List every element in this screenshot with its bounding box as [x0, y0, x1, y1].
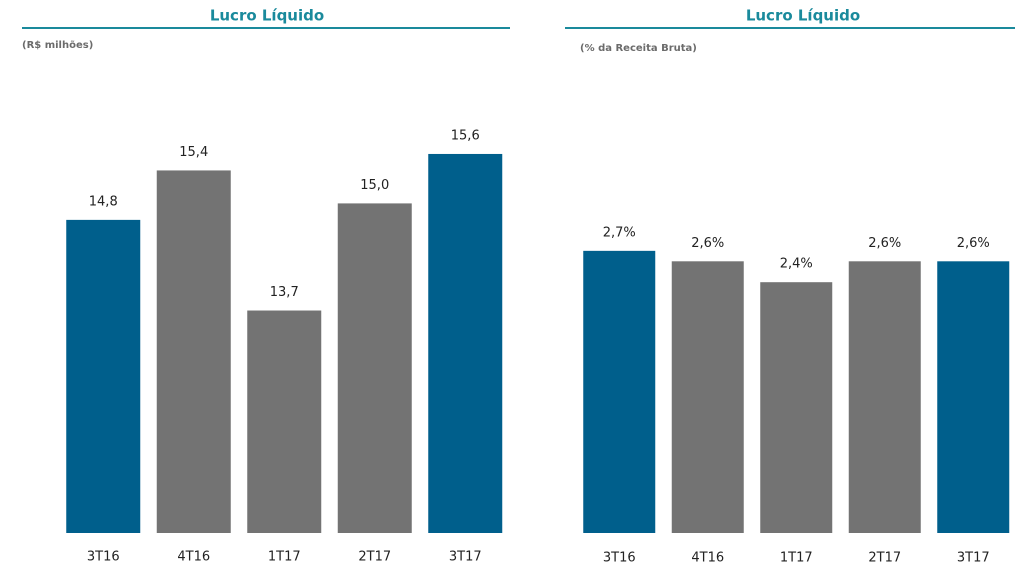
bar — [247, 310, 322, 533]
data-label: 14,8 — [89, 194, 118, 209]
x-tick-label: 3T17 — [449, 550, 482, 565]
bar — [66, 219, 141, 533]
x-tick-label: 4T16 — [691, 551, 724, 566]
x-tick-label: 3T17 — [957, 551, 990, 566]
data-label: 2,6% — [957, 236, 990, 251]
bar — [156, 170, 231, 533]
bar — [337, 203, 412, 533]
chart-subtitle: (R$ milhões) — [22, 40, 93, 51]
x-tick-label: 2T17 — [868, 551, 901, 566]
bar — [937, 261, 1010, 533]
data-label: 2,4% — [780, 257, 813, 272]
data-label: 2,6% — [868, 236, 901, 251]
data-label: 2,6% — [691, 236, 724, 251]
bar — [848, 261, 921, 533]
data-label: 15,6 — [451, 128, 480, 143]
data-label: 13,7 — [270, 285, 299, 300]
bar — [428, 153, 503, 533]
x-tick-label: 1T17 — [268, 550, 301, 565]
x-tick-label: 3T16 — [87, 550, 120, 565]
x-tick-label: 1T17 — [780, 551, 813, 566]
data-label: 2,7% — [603, 225, 636, 240]
x-tick-label: 2T17 — [358, 550, 391, 565]
bar — [583, 250, 656, 533]
bar — [760, 282, 833, 533]
x-tick-label: 4T16 — [177, 550, 210, 565]
chart-subtitle: (% da Receita Bruta) — [580, 43, 697, 54]
bar — [671, 261, 744, 533]
data-label: 15,4 — [179, 145, 208, 160]
chart-title: Lucro Líquido — [746, 7, 860, 25]
x-tick-label: 3T16 — [603, 551, 636, 566]
data-label: 15,0 — [360, 178, 389, 193]
chart-title: Lucro Líquido — [210, 7, 324, 25]
